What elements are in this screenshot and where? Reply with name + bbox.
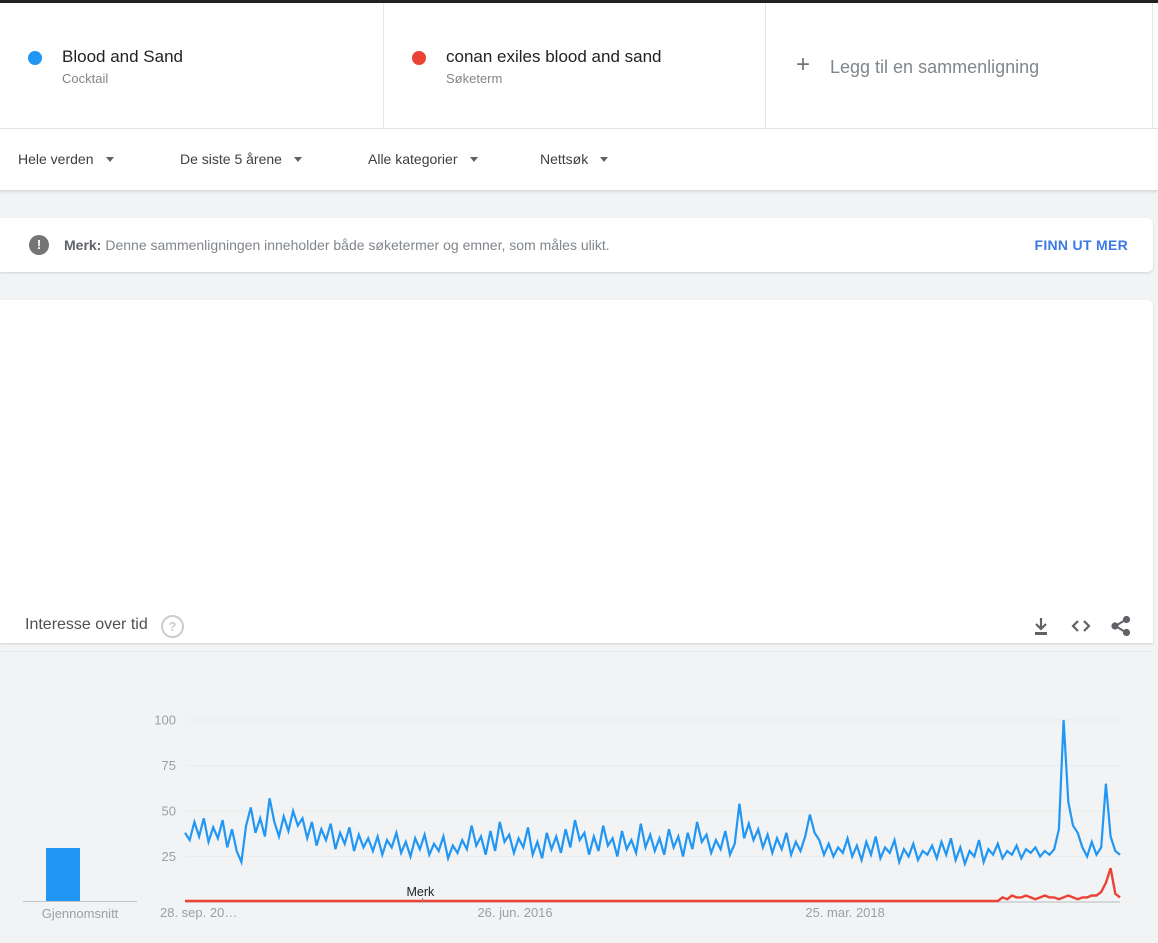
filter-region-dropdown[interactable]: Hele verden — [18, 129, 114, 190]
filter-category-dropdown[interactable]: Alle kategorier — [368, 129, 478, 190]
comparison-card-conan-exiles[interactable]: conan exiles blood and sand Søketerm — [384, 3, 766, 128]
widget-title: Interesse over tid — [25, 616, 148, 633]
filter-searchtype-label: Nettsøk — [540, 151, 589, 167]
y-tick-label: 75 — [162, 758, 176, 773]
chart-annotation-label[interactable]: Merk — [406, 885, 435, 899]
notice-banner: ! Merk: Denne sammenligningen inneholder … — [0, 218, 1153, 272]
top-edge-strip — [0, 0, 1158, 3]
x-tick-label: 26. jun. 2016 — [477, 905, 552, 920]
notice-bold: Merk: — [64, 237, 102, 253]
share-icon[interactable] — [1108, 613, 1134, 639]
series-line-0 — [184, 719, 1121, 868]
y-tick-label: 50 — [162, 804, 176, 819]
chevron-down-icon — [293, 157, 302, 162]
filter-timerange-label: De siste 5 årene — [180, 151, 282, 167]
add-comparison-label: Legg til en sammenligning — [830, 57, 1040, 77]
filter-timerange-dropdown[interactable]: De siste 5 årene — [180, 129, 302, 190]
comparison-cards-row: Blood and Sand Cocktail conan exiles blo… — [0, 3, 1158, 129]
filter-category-label: Alle kategorier — [368, 151, 458, 167]
plus-icon: + — [796, 51, 811, 78]
y-tick-label: 100 — [154, 713, 176, 728]
embed-icon[interactable] — [1068, 613, 1094, 639]
comparison-term-type: Søketerm — [446, 71, 503, 86]
y-tick-label: 25 — [162, 849, 176, 864]
info-exclamation-icon: ! — [29, 235, 49, 255]
interest-over-time-widget: Interesse over tid ? Gjennomsnitt 25 50 75… — [0, 300, 1153, 921]
comparison-term-label: conan exiles blood and sand — [446, 47, 662, 66]
download-icon[interactable] — [1028, 613, 1054, 639]
help-icon[interactable]: ? — [161, 615, 184, 638]
comparison-term-type: Cocktail — [62, 71, 109, 86]
chevron-down-icon — [105, 157, 114, 162]
filter-searchtype-dropdown[interactable]: Nettsøk — [540, 129, 609, 190]
comparison-term-label: Blood and Sand — [62, 47, 183, 66]
chevron-down-icon — [469, 157, 478, 162]
x-tick-label: 28. sep. 20… — [160, 905, 237, 920]
filter-region-label: Hele verden — [18, 151, 94, 167]
notice-text: Merk: Denne sammenligningen inneholder bå… — [64, 237, 610, 253]
series-color-dot-red — [412, 51, 426, 65]
x-tick-label: 25. mar. 2018 — [805, 905, 885, 920]
series-color-dot-blue — [28, 51, 42, 65]
interest-over-time-chart[interactable]: 25 50 75 100 28. sep. 20… 26. jun. 2016 25. ma… — [0, 652, 1153, 943]
series-line-1 — [185, 867, 1121, 903]
comparison-card-blood-and-sand[interactable]: Blood and Sand Cocktail — [0, 3, 384, 128]
filter-bar: Hele verden De siste 5 årene Alle katego… — [0, 129, 1158, 191]
chevron-down-icon — [600, 157, 609, 162]
notice-message: Denne sammenligningen inneholder både sø… — [105, 237, 610, 253]
add-comparison-button[interactable]: + Legg til en sammenligning — [766, 3, 1153, 128]
find-out-more-link[interactable]: FINN UT MER — [1034, 237, 1128, 253]
